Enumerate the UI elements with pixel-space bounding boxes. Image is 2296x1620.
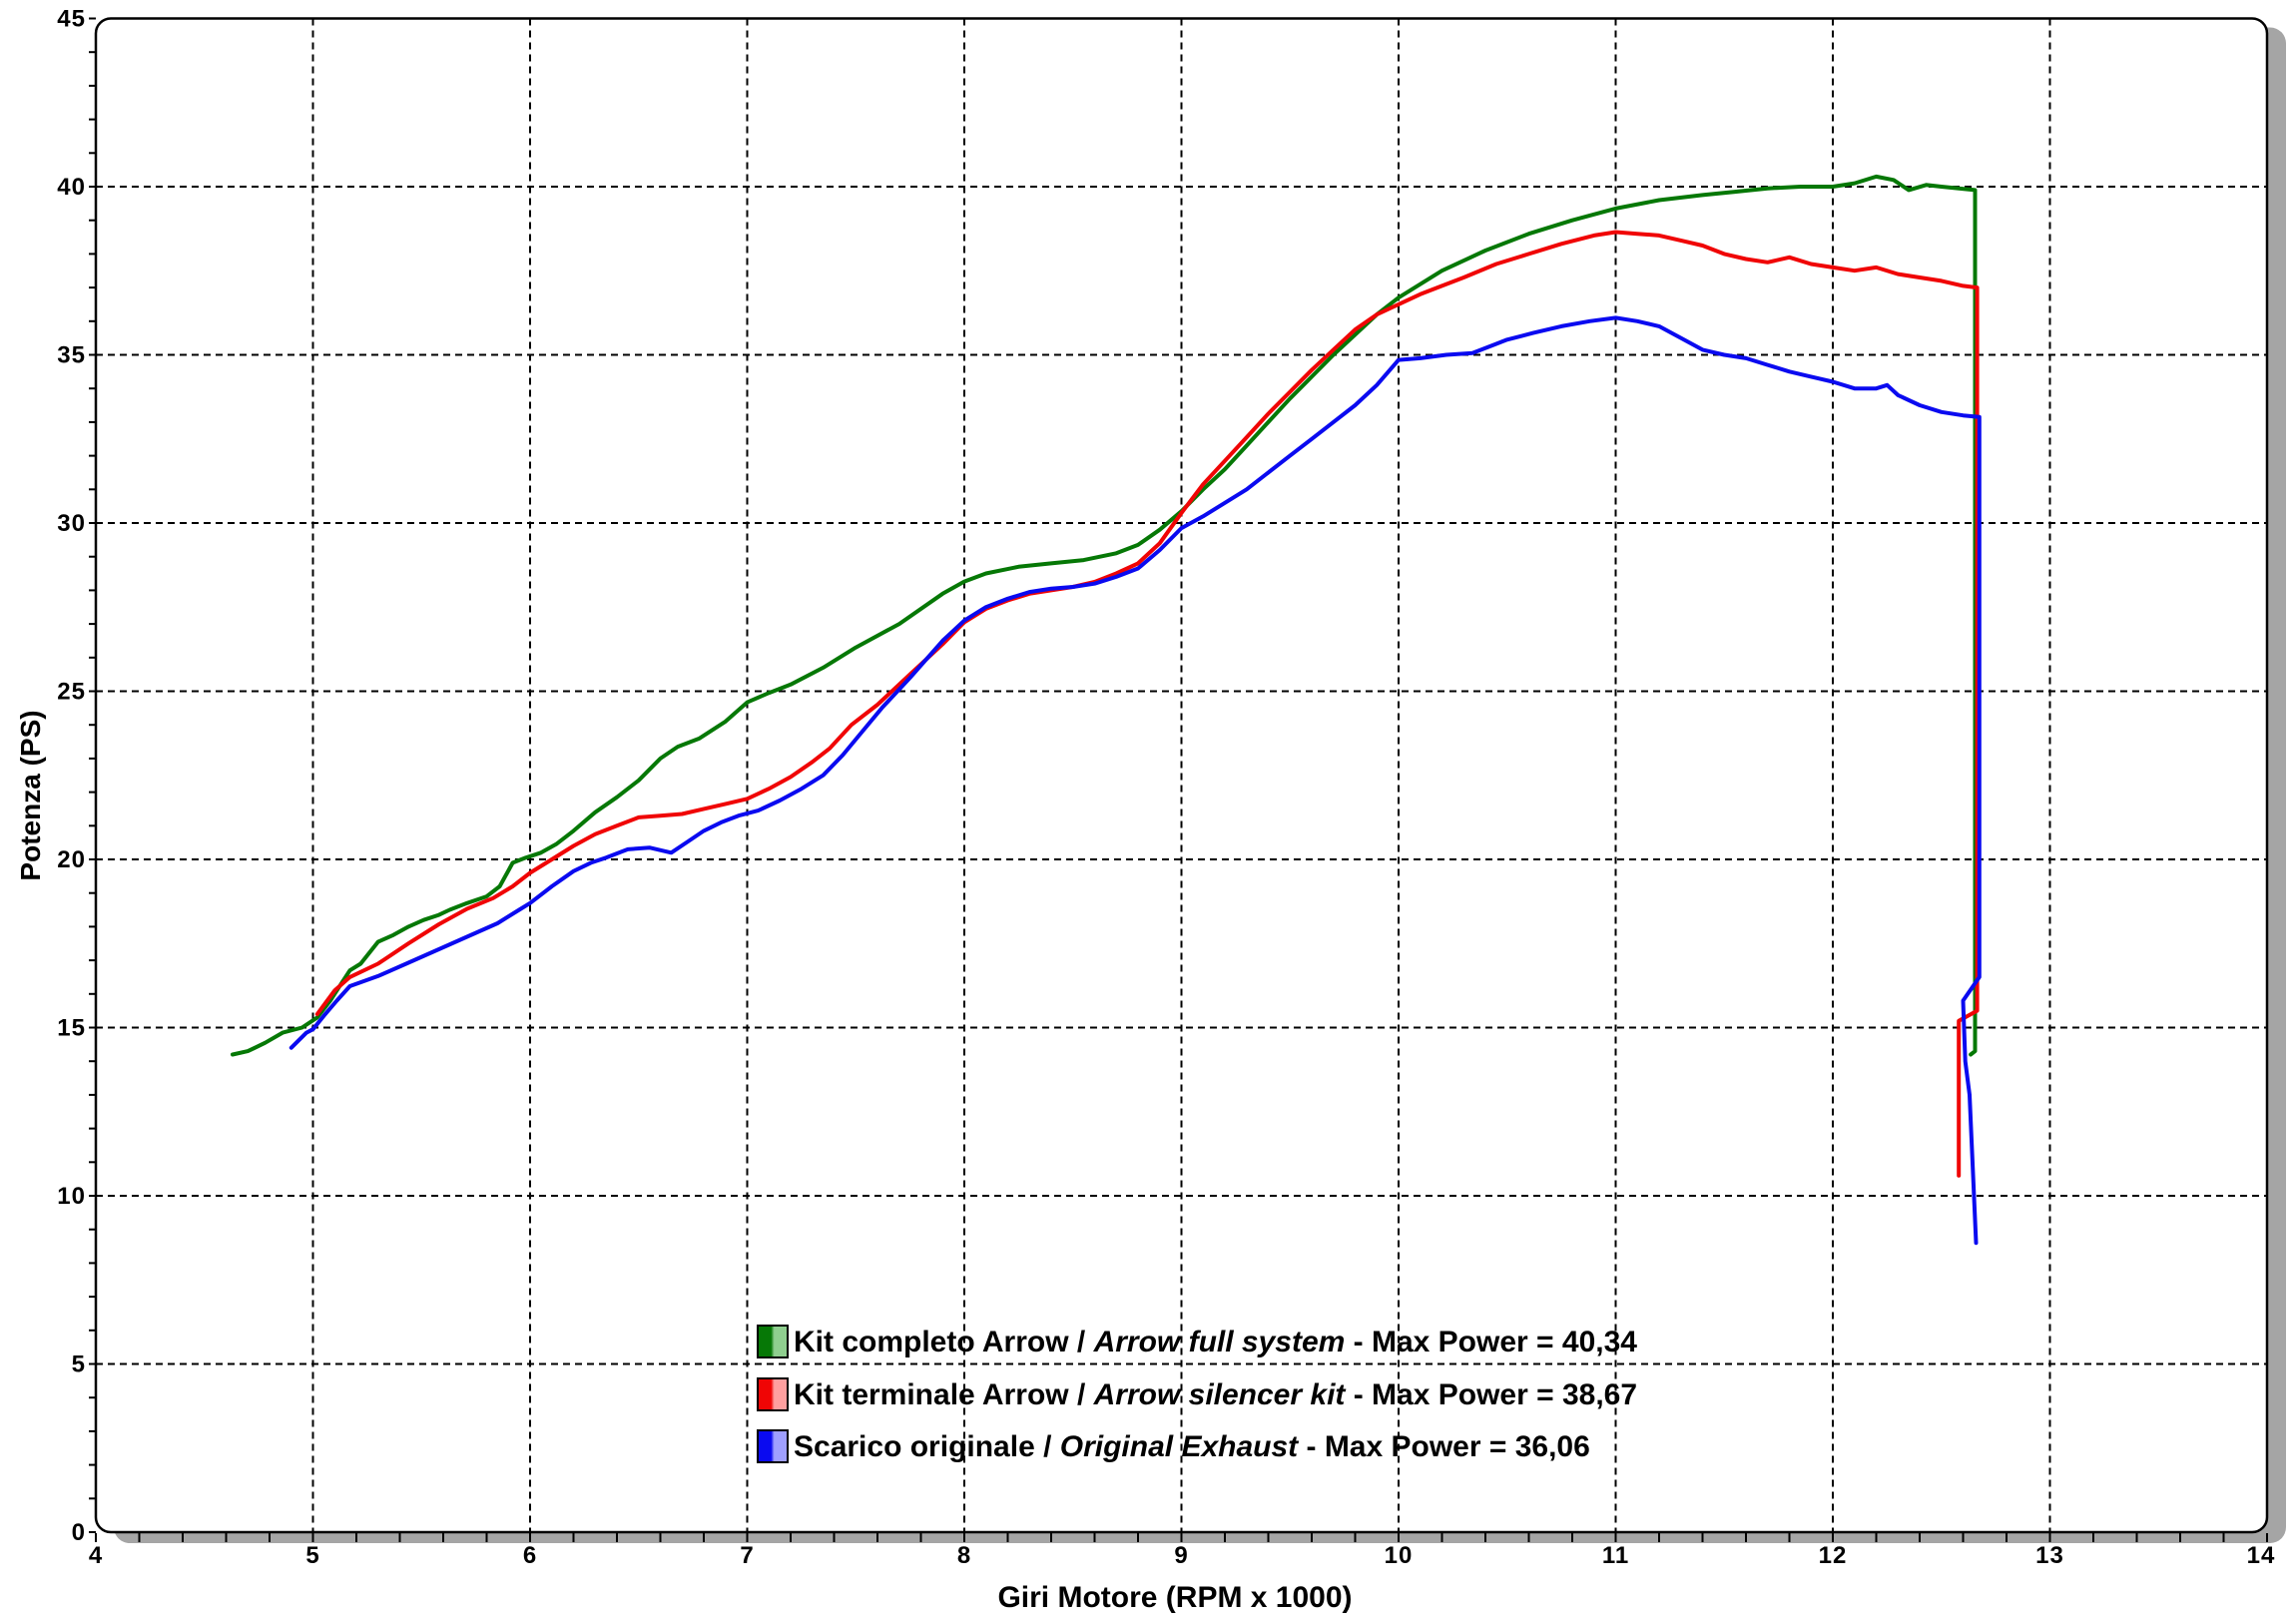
svg-text:5: 5 bbox=[305, 1542, 319, 1569]
svg-text:10: 10 bbox=[1385, 1542, 1414, 1569]
svg-text:10: 10 bbox=[57, 1183, 86, 1210]
svg-text:45: 45 bbox=[57, 6, 86, 33]
svg-text:30: 30 bbox=[57, 510, 86, 537]
svg-text:40: 40 bbox=[57, 174, 86, 201]
svg-text:9: 9 bbox=[1174, 1542, 1188, 1569]
svg-text:6: 6 bbox=[523, 1542, 537, 1569]
svg-text:0: 0 bbox=[72, 1519, 86, 1546]
svg-text:25: 25 bbox=[57, 679, 86, 706]
svg-text:Giri Motore (RPM x 1000): Giri Motore (RPM x 1000) bbox=[997, 1581, 1352, 1614]
svg-text:15: 15 bbox=[57, 1015, 86, 1042]
svg-text:4: 4 bbox=[89, 1542, 103, 1569]
svg-text:7: 7 bbox=[740, 1542, 754, 1569]
svg-text:Kit terminale Arrow / Arrow si: Kit terminale Arrow / Arrow silencer kit… bbox=[794, 1378, 1637, 1411]
svg-text:11: 11 bbox=[1602, 1542, 1629, 1569]
svg-text:12: 12 bbox=[1819, 1542, 1848, 1569]
svg-text:Scarico originale / Original E: Scarico originale / Original Exhaust - M… bbox=[794, 1430, 1590, 1463]
svg-text:5: 5 bbox=[72, 1351, 86, 1378]
svg-text:13: 13 bbox=[2035, 1542, 2064, 1569]
svg-text:Kit completo Arrow / Arrow ful: Kit completo Arrow / Arrow full system -… bbox=[794, 1326, 1637, 1358]
svg-text:14: 14 bbox=[2247, 1542, 2276, 1569]
svg-text:35: 35 bbox=[57, 342, 86, 369]
svg-text:8: 8 bbox=[957, 1542, 971, 1569]
svg-text:20: 20 bbox=[57, 846, 86, 873]
svg-text:Potenza (PS): Potenza (PS) bbox=[15, 710, 46, 880]
